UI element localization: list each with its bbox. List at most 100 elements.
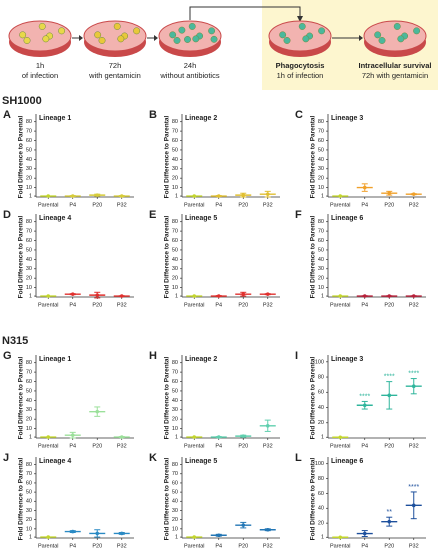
panel-title: Lineage 5 (185, 458, 217, 465)
cell (184, 36, 191, 43)
panel-title: Lineage 3 (331, 115, 363, 122)
step-title: Intracellular survival (359, 61, 432, 70)
y-tick-label: 70 (26, 370, 32, 376)
y-axis-label: Fold Difference to Parental (310, 457, 317, 540)
y-tick-label: 20 (172, 276, 178, 282)
section-title: N315 (2, 335, 28, 347)
x-tick-label: P32 (117, 302, 127, 308)
y-tick-label: 30 (318, 266, 324, 272)
dish (158, 20, 222, 52)
y-tick-label: 50 (318, 147, 324, 153)
y-tick-label: 70 (26, 471, 32, 477)
mean-point (216, 194, 221, 198)
mean-point (362, 403, 367, 408)
cell (210, 35, 218, 43)
loop-arrow (189, 6, 301, 20)
cell (393, 22, 401, 30)
panel: A Lineage 1 Fold Difference to Parental 1 10… (3, 109, 134, 208)
y-tick-label: 80 (318, 119, 324, 125)
cell (178, 26, 186, 34)
y-axis-label: Fold Difference to Parental (310, 356, 317, 439)
mean-point (70, 292, 75, 296)
panel-title: Lineage 6 (331, 215, 363, 222)
mean-point (338, 294, 343, 298)
cell (98, 37, 106, 44)
y-tick-label: 60 (172, 138, 178, 144)
x-tick-label: P32 (117, 443, 127, 449)
x-tick-label: P32 (263, 543, 273, 549)
cell (397, 35, 405, 43)
x-tick-label: Parental (38, 202, 59, 208)
x-tick-label: P4 (361, 202, 368, 208)
y-tick-label: 10 (172, 285, 178, 291)
significance: ** (387, 509, 393, 516)
y-tick-label: 60 (26, 379, 32, 385)
x-tick-label: P20 (384, 302, 394, 308)
y-tick-label: 40 (318, 405, 324, 411)
y-tick-label: 1 (175, 294, 178, 300)
panel-letter: B (149, 109, 157, 121)
y-axis-label: Fold Difference to Parental (18, 215, 25, 298)
y-tick-label: 20 (26, 276, 32, 282)
step-desc: without antibiotics (159, 71, 219, 80)
panel-letter: C (295, 109, 303, 121)
x-tick-label: P20 (92, 543, 102, 549)
x-tick-label: Parental (330, 443, 351, 449)
y-tick-label: 70 (318, 129, 324, 135)
y-tick-label: 80 (26, 219, 32, 225)
panel: D Lineage 4 Fold Difference to Parental 1 10… (3, 209, 134, 308)
x-tick-label: P32 (409, 443, 419, 449)
cell (19, 31, 27, 39)
x-tick-label: P4 (69, 543, 76, 549)
cell (117, 35, 125, 43)
panel-letter: A (3, 109, 11, 121)
y-tick-label: 60 (26, 480, 32, 486)
panel: B Lineage 2 Fold Difference to Parental 1 10… (149, 109, 280, 208)
x-tick-label: Parental (330, 302, 351, 308)
mean-point (119, 435, 124, 439)
y-tick-label: 20 (172, 176, 178, 182)
mean-point (338, 435, 343, 440)
mean-point (192, 194, 197, 198)
step-desc: of infection (22, 71, 58, 80)
y-tick-label: 70 (318, 229, 324, 235)
cell (192, 35, 200, 43)
x-tick-label: P32 (263, 202, 273, 208)
step-desc: 72h with gentamicin (362, 71, 428, 80)
mean-point (411, 294, 416, 298)
dish (83, 20, 147, 52)
y-tick-label: 40 (26, 257, 32, 263)
step-title: Phagocytosis (276, 61, 325, 70)
panel-letter: I (295, 350, 298, 362)
x-tick-label: P4 (69, 302, 76, 308)
y-tick-label: 40 (172, 157, 178, 163)
panel-letter: K (149, 452, 157, 464)
panel-title: Lineage 2 (185, 115, 217, 122)
y-tick-label: 1 (175, 194, 178, 200)
step-desc: 1h of infection (277, 71, 324, 80)
y-tick-label: 40 (172, 257, 178, 263)
section-title: SH1000 (2, 95, 42, 107)
x-tick-label: P4 (69, 443, 76, 449)
mean-point (387, 519, 392, 524)
y-tick-label: 60 (172, 379, 178, 385)
y-tick-label: 80 (26, 462, 32, 468)
significance: **** (408, 370, 419, 377)
y-tick-label: 20 (318, 176, 324, 182)
y-axis-label: Fold Difference to Parental (164, 457, 171, 540)
mean-point (95, 409, 100, 414)
x-tick-label: P32 (263, 302, 273, 308)
mean-point (216, 533, 221, 538)
x-tick-label: P20 (238, 202, 248, 208)
arrow-head (297, 16, 303, 22)
mean-point (411, 503, 416, 508)
mean-point (265, 292, 270, 296)
x-tick-label: P32 (409, 543, 419, 549)
mean-point (70, 433, 75, 437)
y-tick-label: 40 (318, 506, 324, 512)
y-tick-label: 1 (29, 194, 32, 200)
panel-title: Lineage 5 (185, 215, 217, 222)
y-tick-label: 60 (318, 138, 324, 144)
y-tick-label: 80 (172, 462, 178, 468)
